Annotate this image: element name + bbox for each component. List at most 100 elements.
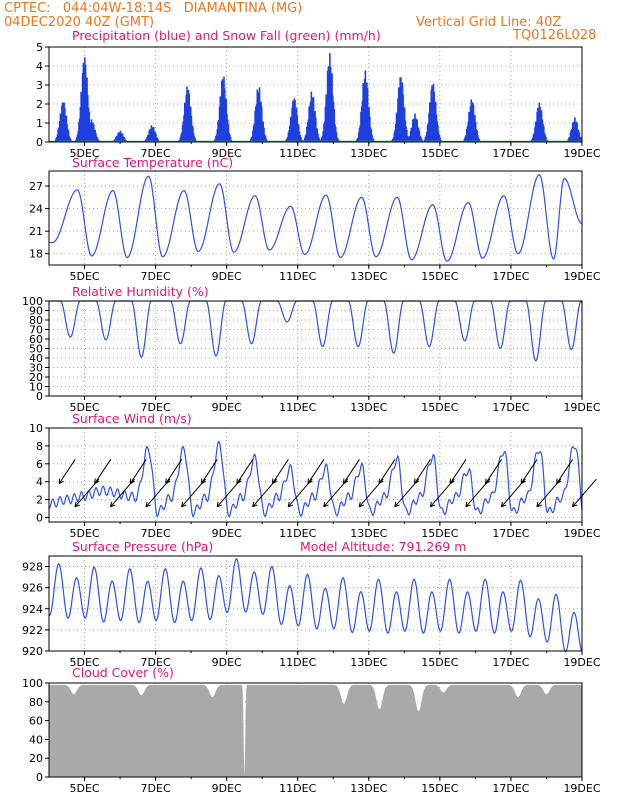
wind-xtick-label: 15DEC xyxy=(421,527,458,540)
wind-vector-head xyxy=(236,478,242,484)
pressure-ytick-label: 922 xyxy=(22,624,43,637)
header-run-time: 04DEC2020 40Z (GMT) xyxy=(4,15,155,30)
wind-vector-head xyxy=(94,478,100,484)
wind-xtick-label: 13DEC xyxy=(350,527,387,540)
cloud-ytick-label: 100 xyxy=(22,677,43,690)
cloud-ytick-label: 40 xyxy=(29,733,43,746)
wind-ytick-label: 8 xyxy=(36,440,43,453)
wind-vector-head xyxy=(358,501,365,508)
precip-xtick-label: 5DEC xyxy=(69,147,99,160)
cloud-xtick-label: 7DEC xyxy=(141,782,171,795)
temperature-ytick-label: 24 xyxy=(29,203,43,216)
temperature-xtick-label: 7DEC xyxy=(141,270,171,283)
pressure-xtick-label: 9DEC xyxy=(212,656,242,669)
temp-title: Surface Temperature (nC) xyxy=(72,155,234,170)
temperature-xtick-label: 5DEC xyxy=(69,270,99,283)
pressure-frame xyxy=(48,555,583,652)
wind-vector-head xyxy=(394,501,400,508)
humidity-xtick-label: 5DEC xyxy=(69,401,99,414)
wind-ytick-label: 2 xyxy=(36,494,43,507)
pressure-xtick-label: 5DEC xyxy=(69,656,99,669)
wind-xtick-label: 7DEC xyxy=(141,527,171,540)
cloud-ytick-label: 20 xyxy=(29,752,43,765)
precip-xtick-label: 15DEC xyxy=(421,147,458,160)
wind-vector xyxy=(58,459,76,484)
pressure-xtick-label: 17DEC xyxy=(492,656,529,669)
humidity-ytick-label: 80 xyxy=(29,314,43,327)
wind-vector xyxy=(94,459,112,484)
humidity-ytick-label: 60 xyxy=(29,333,43,346)
wind-vector-head xyxy=(342,478,349,484)
temperature-ytick-label: 27 xyxy=(29,180,43,193)
wind-vector-head xyxy=(536,501,542,508)
wind-vector-head xyxy=(58,478,64,484)
wind-vector-head xyxy=(414,478,420,484)
header-station: CPTEC: 044:04W-18:14S DIAMANTINA (MG) xyxy=(4,1,303,16)
humidity-line xyxy=(49,299,583,362)
precip-xtick-label: 9DEC xyxy=(212,147,242,160)
wind-vector-head xyxy=(200,478,207,484)
temperature-xtick-label: 11DEC xyxy=(279,270,316,283)
pressure-ytick-label: 924 xyxy=(22,603,43,616)
wind-vector-head xyxy=(378,478,384,484)
cloud-ytick-label: 60 xyxy=(29,715,43,728)
cloud-xtick-label: 15DEC xyxy=(421,782,458,795)
precip-xtick-label: 19DEC xyxy=(563,147,600,160)
rh-title: Relative Humidity (%) xyxy=(72,284,209,299)
wind-vector xyxy=(165,459,183,484)
precip-xtick-label: 7DEC xyxy=(141,147,171,160)
wind-vector-head xyxy=(110,501,116,508)
wind-ytick-label: 4 xyxy=(36,476,43,489)
wind-xtick-label: 5DEC xyxy=(69,527,99,540)
humidity-ytick-label: 70 xyxy=(29,324,43,337)
pressure-title: Surface Pressure (hPa) xyxy=(72,539,214,554)
precip-bar xyxy=(372,139,375,142)
precip-ytick-label: 5 xyxy=(36,41,43,54)
wind-vector xyxy=(200,459,218,484)
pressure-xtick-label: 19DEC xyxy=(563,656,600,669)
cloud-ytick-label: 0 xyxy=(36,771,43,784)
wind-vector xyxy=(236,459,254,484)
wind-vector-head xyxy=(520,478,526,484)
precip-bar xyxy=(300,136,302,142)
temperature-xtick-label: 9DEC xyxy=(212,270,242,283)
precip-bar xyxy=(229,137,232,142)
precip-bar xyxy=(439,137,441,142)
humidity-xtick-label: 17DEC xyxy=(492,401,529,414)
model-altitude: Model Altitude: 791.269 m xyxy=(300,539,467,554)
wind-vector-head xyxy=(74,501,80,508)
wind-vector xyxy=(485,459,503,484)
wind-vector xyxy=(307,459,325,484)
precip-bar xyxy=(194,138,196,142)
temperature-xtick-label: 13DEC xyxy=(350,270,387,283)
pressure-ytick-label: 928 xyxy=(22,561,43,574)
humidity-ytick-label: 100 xyxy=(22,295,43,308)
humidity-ytick-label: 10 xyxy=(29,381,43,394)
wind-xtick-label: 19DEC xyxy=(563,527,600,540)
humidity-ytick-label: 0 xyxy=(36,390,43,403)
precip-bar xyxy=(335,132,338,142)
temperature-xtick-label: 15DEC xyxy=(421,270,458,283)
wind-vector-head xyxy=(271,478,278,484)
header-model: TQ0126L028 xyxy=(513,28,597,43)
wind-ytick-label: 10 xyxy=(29,422,43,435)
rh-frame xyxy=(48,300,583,397)
precip-bar xyxy=(478,138,481,142)
precip-ytick-label: 0 xyxy=(36,136,43,149)
cloud-xtick-label: 13DEC xyxy=(350,782,387,795)
precip-xtick-label: 17DEC xyxy=(492,147,529,160)
wind-xtick-label: 11DEC xyxy=(279,527,316,540)
precip-bar xyxy=(157,139,159,142)
humidity-xtick-label: 15DEC xyxy=(421,401,458,414)
temperature-xtick-label: 17DEC xyxy=(492,270,529,283)
temperature-xtick-label: 19DEC xyxy=(563,270,600,283)
wind-frame xyxy=(48,427,583,523)
humidity-ytick-label: 20 xyxy=(29,371,43,384)
humidity-ytick-label: 50 xyxy=(29,343,43,356)
wind-vector-head xyxy=(252,501,258,508)
cloud-xtick-label: 17DEC xyxy=(492,782,529,795)
humidity-xtick-label: 13DEC xyxy=(350,401,387,414)
wind-title: Surface Wind (m/s) xyxy=(72,411,192,426)
precip-title: Precipitation (blue) and Snow Fall (gree… xyxy=(72,28,381,43)
wind-vector-head xyxy=(485,478,491,484)
